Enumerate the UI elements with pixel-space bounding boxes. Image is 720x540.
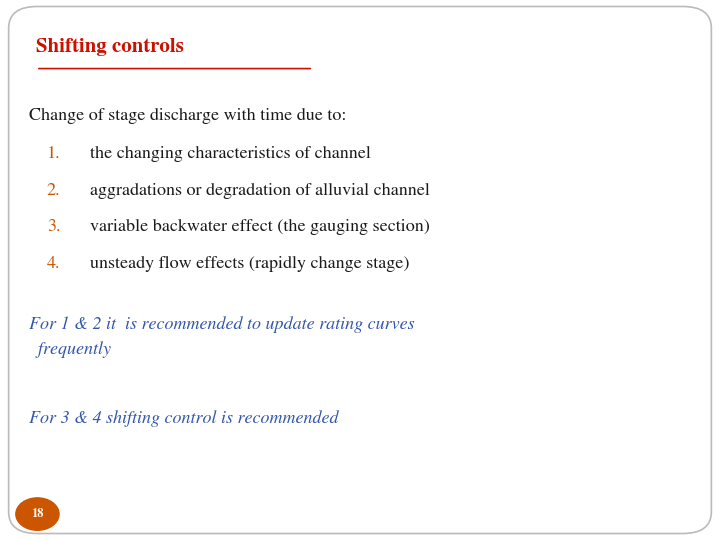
- Text: Shifting controls: Shifting controls: [36, 38, 184, 56]
- Text: 18: 18: [31, 508, 44, 520]
- Text: Change of stage discharge with time due to:: Change of stage discharge with time due …: [29, 108, 346, 124]
- Text: 2.: 2.: [47, 183, 60, 199]
- Text: unsteady flow effects (rapidly change stage): unsteady flow effects (rapidly change st…: [90, 256, 410, 272]
- Text: 3.: 3.: [47, 219, 60, 235]
- Text: frequently: frequently: [29, 341, 111, 358]
- Text: 4.: 4.: [47, 256, 60, 272]
- Text: aggradations or degradation of alluvial channel: aggradations or degradation of alluvial …: [90, 183, 430, 199]
- Text: the changing characteristics of channel: the changing characteristics of channel: [90, 146, 371, 162]
- Text: variable backwater effect (the gauging section): variable backwater effect (the gauging s…: [90, 219, 430, 235]
- Text: 1.: 1.: [47, 146, 60, 162]
- Text: For 1 & 2 it  is recommended to update rating curves: For 1 & 2 it is recommended to update ra…: [29, 316, 415, 333]
- FancyBboxPatch shape: [9, 6, 711, 534]
- Circle shape: [16, 498, 59, 530]
- Text: For 3 & 4 shifting control is recommended: For 3 & 4 shifting control is recommende…: [29, 410, 338, 427]
